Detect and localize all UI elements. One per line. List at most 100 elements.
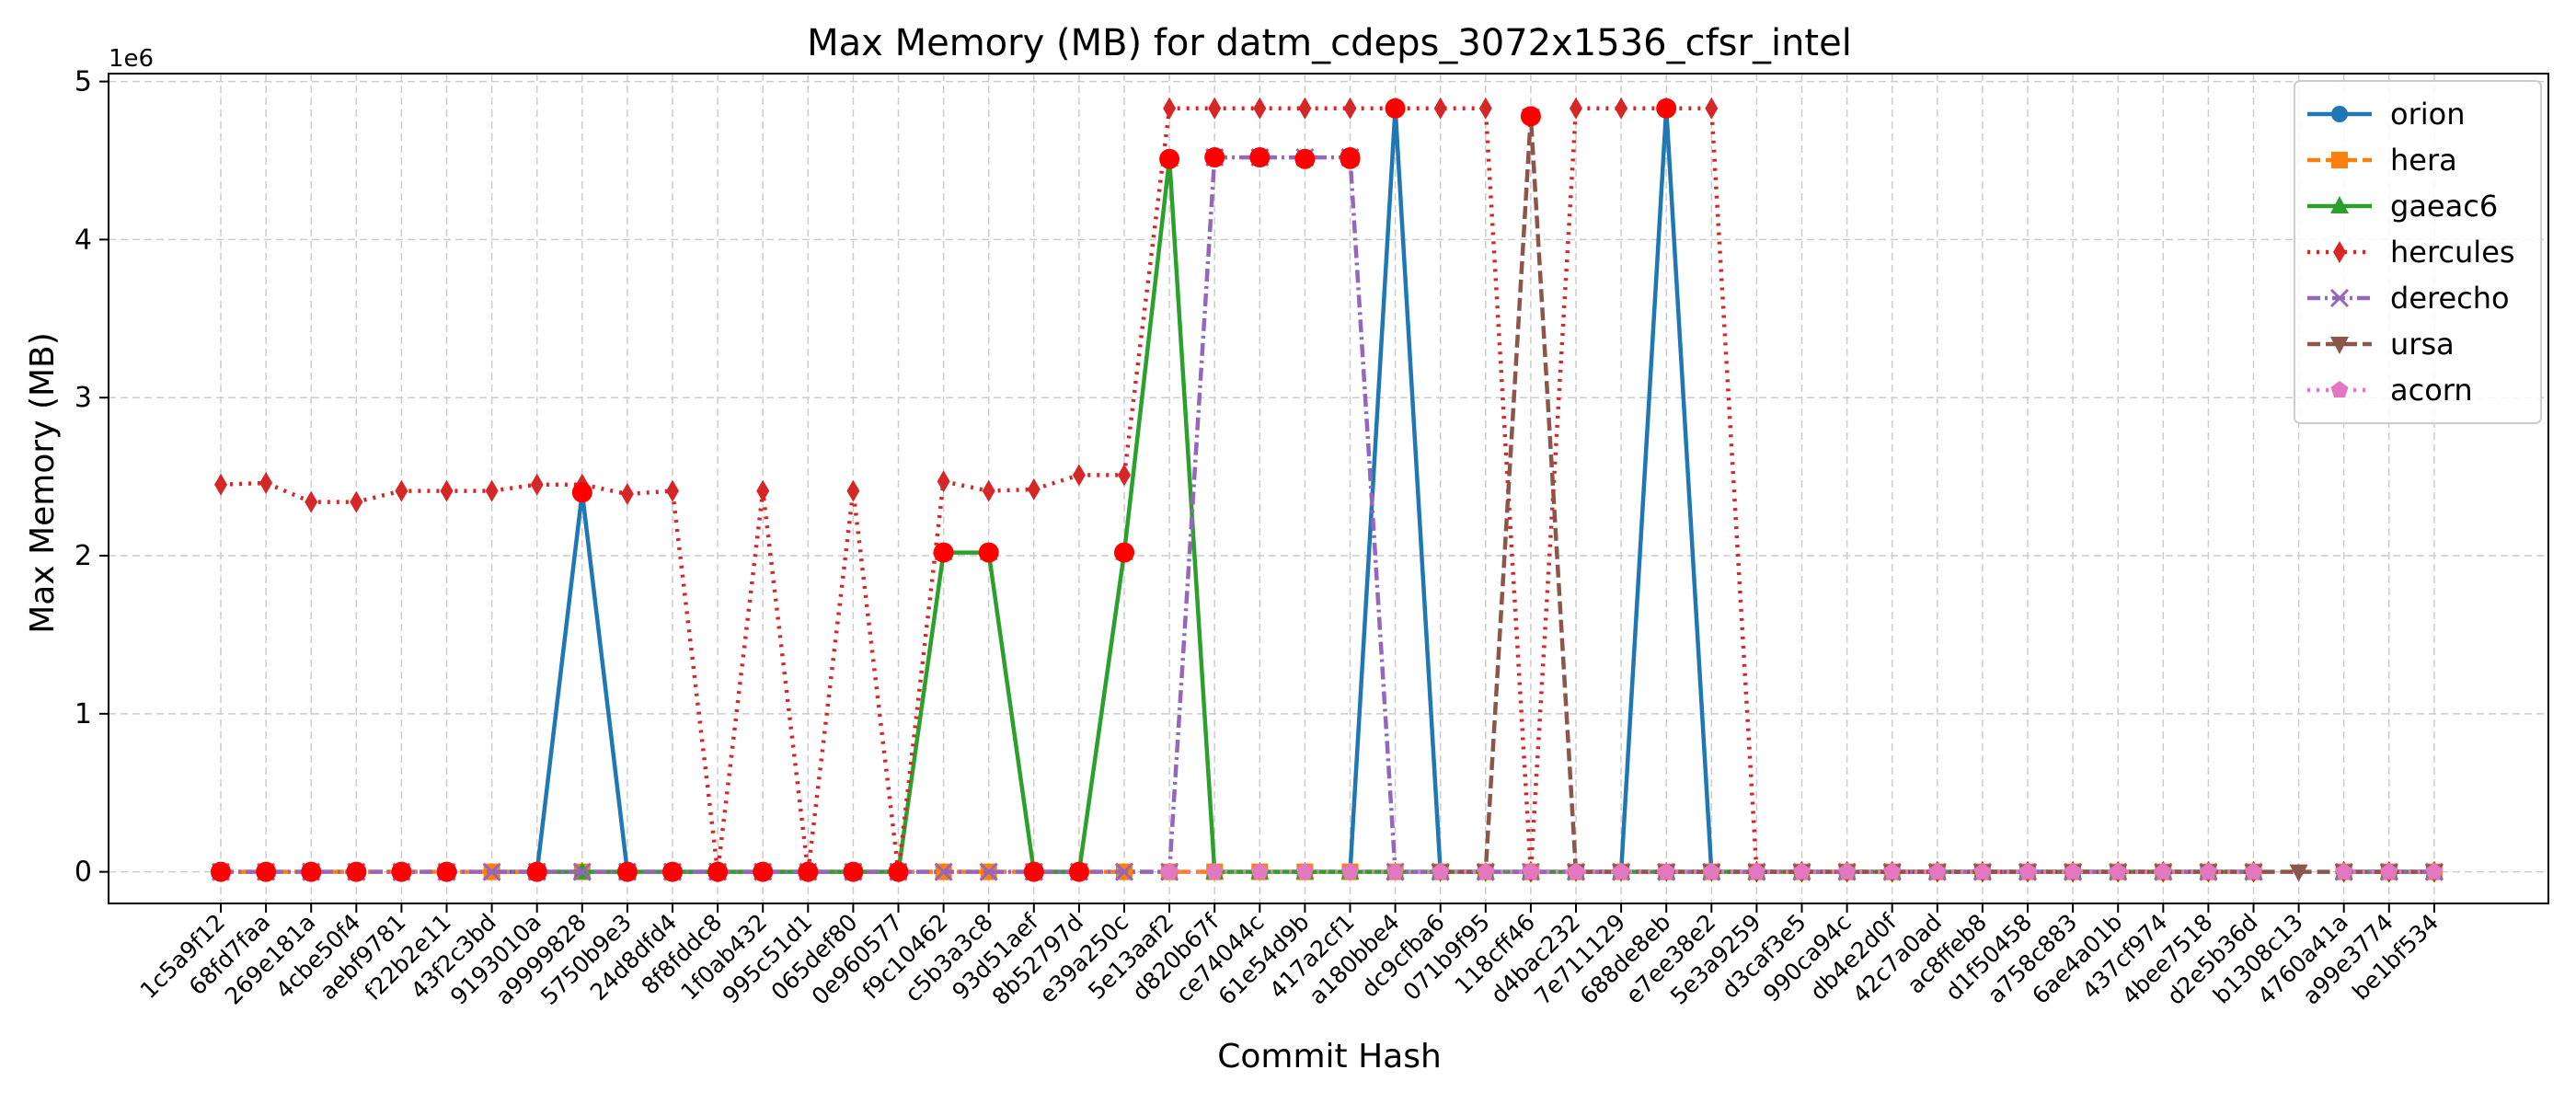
data-point-acorn: [1612, 862, 1630, 880]
data-point-hercules: [1253, 97, 1267, 120]
data-point-acorn: [2245, 862, 2262, 880]
series-line-derecho: [221, 155, 2254, 874]
highlight-point: [526, 861, 547, 882]
legend-marker-orion: [2331, 106, 2348, 122]
data-point-hercules: [1705, 97, 1719, 120]
y-tick-label: 4: [75, 224, 92, 256]
highlight-point: [1159, 148, 1180, 169]
data-point-acorn: [1205, 862, 1224, 880]
legend-marker-gaeac6: [2330, 196, 2349, 213]
x-ticks: 1c5a9f1268fd7faa269e181a4cbe50f4aebf9781…: [135, 903, 2444, 1010]
data-point-acorn: [1432, 862, 1450, 880]
highlight-point: [1656, 98, 1677, 119]
data-point-hercules: [214, 473, 227, 496]
legend-marker-derecho-stroke: [2329, 288, 2350, 308]
data-point-derecho: [979, 862, 998, 881]
data-point-ursa: [2289, 864, 2308, 882]
series-line-hercules: [220, 106, 2254, 874]
data-point-hercules: [620, 483, 634, 506]
legend: orion hera gaeac6 hercules derecho ursa acorn: [2294, 80, 2542, 424]
highlight-point: [436, 861, 457, 882]
highlight-point: [616, 861, 638, 882]
data-point-hercules: [1570, 97, 1582, 120]
data-point-acorn: [2425, 862, 2444, 880]
data-point-hercules: [305, 490, 318, 513]
highlight-point: [1068, 861, 1089, 882]
data-point-acorn: [1341, 862, 1359, 880]
legend-item-hercules: hercules: [2307, 235, 2515, 270]
data-point-hercules: [1118, 464, 1131, 487]
data-point-acorn: [2380, 862, 2398, 880]
highlight-point: [843, 861, 864, 882]
data-point-hercules: [1027, 477, 1041, 500]
legend-label-orion: orion: [2390, 97, 2465, 132]
highlight-point: [1385, 98, 1406, 119]
data-point-derecho-stroke: [482, 862, 501, 881]
data-point-acorn: [1295, 862, 1314, 880]
data-point-hercules: [1343, 97, 1357, 120]
highlight-point: [256, 861, 277, 882]
data-point-derecho: [482, 862, 501, 881]
highlight-point: [798, 861, 819, 882]
data-point-acorn: [1747, 862, 1765, 880]
legend-label-hera: hera: [2390, 143, 2457, 178]
legend-item-gaeac6: gaeac6: [2307, 189, 2498, 224]
x-axis-label: Commit Hash: [1217, 1038, 1442, 1075]
data-point-derecho-stroke: [979, 862, 998, 881]
data-point-acorn: [1657, 862, 1675, 880]
y-tick-label: 3: [75, 382, 92, 414]
data-point-hercules: [756, 479, 770, 502]
highlight-point: [301, 861, 322, 882]
legend-label-ursa: ursa: [2390, 327, 2455, 362]
data-point-hercules: [1478, 97, 1492, 120]
legend-item-acorn: acorn: [2307, 373, 2473, 408]
data-point-derecho: [572, 862, 592, 881]
data-point-hercules: [1433, 97, 1447, 120]
highlight-point: [933, 542, 954, 563]
data-point-acorn: [1386, 862, 1405, 880]
data-point-hercules: [1615, 97, 1628, 120]
legend-label-derecho: derecho: [2390, 281, 2510, 316]
legend-marker-ursa: [2330, 337, 2349, 354]
data-point-hercules: [846, 479, 860, 502]
series-line-orion: [491, 490, 630, 874]
highlight-point: [211, 861, 231, 882]
y-axis-label: Max Memory (MB): [24, 332, 62, 634]
data-point-hercules: [1163, 97, 1177, 120]
legend-marker-acorn: [2330, 381, 2349, 398]
y-ticks: 0 1 2 3 4 5: [75, 66, 109, 889]
data-point-acorn: [1522, 862, 1540, 880]
chart-title: Max Memory (MB) for datm_cdeps_3072x1536…: [807, 22, 1852, 64]
highlight-point: [1023, 861, 1044, 882]
y-tick-label: 0: [75, 857, 92, 889]
legend-marker-derecho: [2329, 288, 2350, 308]
data-point-hercules: [350, 490, 363, 513]
highlight-point: [707, 861, 729, 882]
legend-item-hera: hera: [2307, 143, 2457, 178]
data-point-derecho-stroke: [1114, 862, 1134, 881]
data-point-derecho: [1114, 862, 1134, 881]
data-point-acorn: [2335, 862, 2353, 880]
legend-label-gaeac6: gaeac6: [2390, 189, 2498, 224]
highlight-point: [1249, 147, 1271, 168]
legend-box: [2294, 80, 2542, 424]
highlight-point: [888, 861, 909, 882]
data-point-hercules: [440, 479, 454, 502]
data-point-acorn: [2018, 862, 2037, 880]
y-tick-label: 2: [75, 540, 92, 572]
legend-item-derecho: derecho: [2307, 281, 2510, 316]
highlight-point: [1520, 106, 1541, 127]
data-point-derecho: [934, 862, 953, 881]
data-point-hercules: [937, 470, 950, 493]
data-point-hercules: [259, 471, 273, 494]
plot-frame: [108, 73, 2549, 904]
series-layer: [211, 97, 2444, 883]
legend-marker-hera: [2331, 152, 2348, 168]
data-point-acorn: [2109, 862, 2127, 880]
data-point-derecho-stroke: [934, 862, 953, 881]
highlight-point: [662, 861, 683, 882]
data-point-acorn: [1160, 862, 1179, 880]
data-point-acorn: [1883, 862, 1902, 880]
legend-item-orion: orion: [2307, 97, 2465, 132]
data-point-hercules: [1208, 97, 1222, 120]
